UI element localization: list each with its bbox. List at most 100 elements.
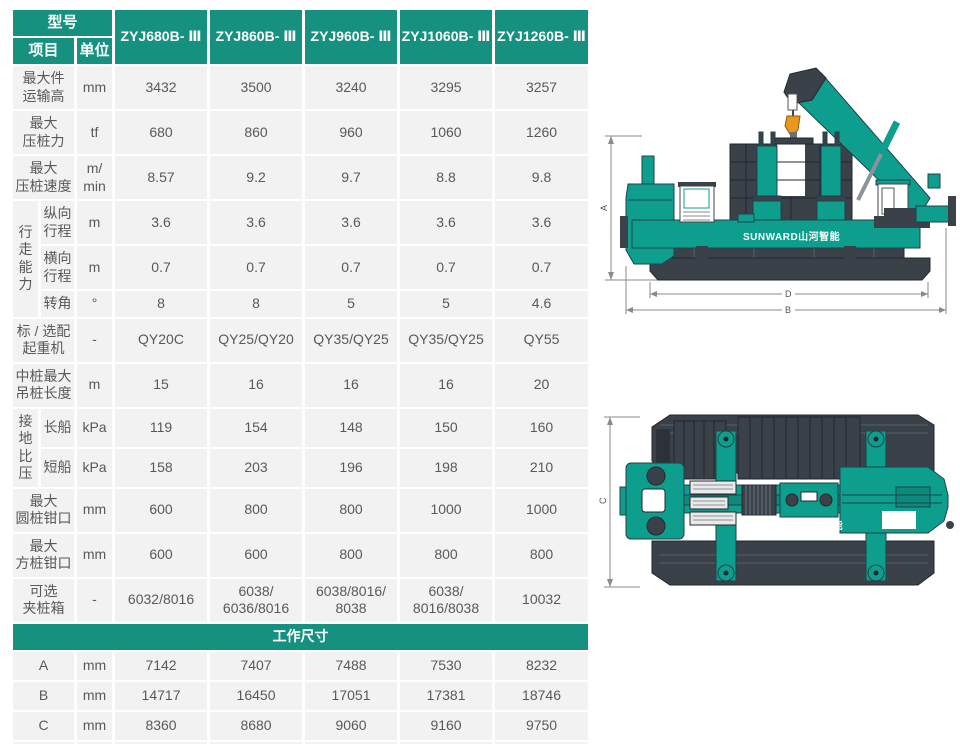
spec-cell: 3.6: [112, 199, 211, 246]
row-unit: mm: [73, 531, 116, 579]
brand-logo-top: SUNWARD山河智能: [746, 519, 843, 532]
row-unit: mm: [73, 739, 116, 744]
spec-cell: 3500: [207, 64, 306, 111]
row-label: 转角: [38, 289, 77, 319]
row-unit: °: [73, 289, 116, 319]
spec-cell: 600: [112, 486, 211, 534]
spec-cell: 800: [397, 531, 496, 579]
spec-cell: 6038/8016/ 8038: [302, 576, 401, 624]
row-label: 最大 压桩力: [10, 109, 77, 156]
counterweight-slabs-top: [673, 416, 861, 480]
pontoon: [649, 243, 931, 281]
row-unit: m/ min: [73, 154, 116, 201]
column-header-model-5: ZYJ1260B- Ⅲ: [492, 8, 592, 66]
spec-cell: 17051: [302, 679, 401, 712]
spec-cell: 14000: [112, 739, 211, 744]
row-unit: mm: [73, 649, 116, 682]
spec-cell: QY35/QY25: [397, 316, 496, 364]
dim-label-b: B: [785, 305, 791, 315]
spec-cell: 119: [112, 406, 211, 449]
row-unit: -: [73, 316, 116, 364]
dim-label-c: C: [598, 497, 608, 504]
row-unit: -: [73, 576, 116, 624]
boom-cylinder: [856, 120, 901, 201]
spec-cell: 9750: [492, 709, 592, 742]
group-label-ground-pressure: 接地 比压: [10, 406, 41, 489]
spec-cell: 8.8: [397, 154, 496, 201]
central-clamp: [779, 482, 839, 518]
spec-cell: 0.7: [112, 244, 211, 291]
spec-cell: 3240: [302, 64, 401, 111]
spec-cell: QY20C: [112, 316, 211, 364]
row-label: 最大 压桩速度: [10, 154, 77, 201]
spec-cell: 7407: [207, 649, 306, 682]
row-label: B: [10, 679, 77, 712]
spec-cell: 8232: [492, 649, 592, 682]
spec-cell: 196: [302, 446, 401, 489]
spec-cell: QY25/QY20: [207, 316, 306, 364]
row-label: 横向 行程: [38, 244, 77, 291]
table-row: D mm 14000 14300 14700 15150 16000: [10, 739, 592, 744]
spec-cell: 3.6: [302, 199, 401, 246]
spec-cell: 16450: [207, 679, 306, 712]
spec-cell: 1000: [397, 486, 496, 534]
row-label: A: [10, 649, 77, 682]
spec-cell: 14700: [302, 739, 401, 744]
row-label: 最大 方桩钳口: [10, 531, 77, 579]
spec-cell: 7142: [112, 649, 211, 682]
spec-cell: 3257: [492, 64, 592, 111]
row-label: 最大件 运输高: [10, 64, 77, 111]
spec-cell: 3295: [397, 64, 496, 111]
spec-cell: 1060: [397, 109, 496, 156]
table-row: 短船 kPa 158 203 196 198 210: [12, 446, 592, 489]
spec-cell: 15: [112, 361, 211, 409]
operator-cab: [678, 182, 716, 223]
spec-cell: 9.8: [492, 154, 592, 201]
spec-cell: 8: [112, 289, 211, 319]
dim-label-d: D: [785, 289, 792, 299]
row-label: C: [10, 709, 77, 742]
row-unit: m: [73, 244, 116, 291]
plan-crane-assembly: [839, 466, 954, 534]
spec-cell: 8360: [112, 709, 211, 742]
spec-cell: 18746: [492, 679, 592, 712]
spec-cell: 17381: [397, 679, 496, 712]
spec-cell: 5: [302, 289, 401, 319]
table-row: 中桩最大 吊桩长度 m 15 16 16 16 20: [10, 361, 592, 409]
spec-cell: 860: [207, 109, 306, 156]
dim-label-a: A: [599, 205, 609, 211]
row-label: 最大 圆桩钳口: [10, 486, 77, 534]
spec-cell: 16000: [492, 739, 592, 744]
row-unit: mm: [73, 679, 116, 712]
spec-cell: 16: [207, 361, 306, 409]
brand-logo-side: SUNWARD山河智能: [743, 230, 840, 243]
spec-cell: 16: [302, 361, 401, 409]
spec-cell: 20: [492, 361, 592, 409]
spec-cell: 3.6: [492, 199, 592, 246]
table-row: 可选 夹桩箱 - 6032/8016 6038/ 6036/8016 6038/…: [10, 576, 592, 624]
column-header-model-3: ZYJ960B- Ⅲ: [302, 8, 401, 66]
header-unit-label: 单位: [73, 36, 116, 66]
spec-cell: 3.6: [397, 199, 496, 246]
row-unit: kPa: [73, 406, 116, 449]
spec-cell: 8680: [207, 709, 306, 742]
column-header-model-2: ZYJ860B- Ⅲ: [207, 8, 306, 66]
spec-cell: 154: [207, 406, 306, 449]
row-label: 长船: [38, 406, 77, 449]
row-unit: m: [73, 361, 116, 409]
spec-cell: 14717: [112, 679, 211, 712]
spec-cell: 210: [492, 446, 592, 489]
spec-cell: 203: [207, 446, 306, 489]
row-label: D: [10, 739, 77, 744]
spec-table-main: 型号 ZYJ680B- Ⅲ ZYJ860B- Ⅲ ZYJ960B- Ⅲ ZYJ1…: [9, 8, 592, 744]
row-label: 纵向 行程: [38, 199, 77, 246]
table-row: 接地 比压 长船 kPa 119 154 148 150 160: [10, 406, 592, 489]
table-row: 最大 压桩力 tf 680 860 960 1060 1260: [10, 109, 592, 156]
section-title: 工作尺寸: [9, 621, 592, 652]
spec-cell: 10032: [492, 576, 592, 624]
column-header-model-1: ZYJ680B- Ⅲ: [112, 8, 211, 66]
row-unit: tf: [73, 109, 116, 156]
spec-cell: 198: [397, 446, 496, 489]
spec-cell: 0.7: [492, 244, 592, 291]
spec-cell: QY35/QY25: [302, 316, 401, 364]
